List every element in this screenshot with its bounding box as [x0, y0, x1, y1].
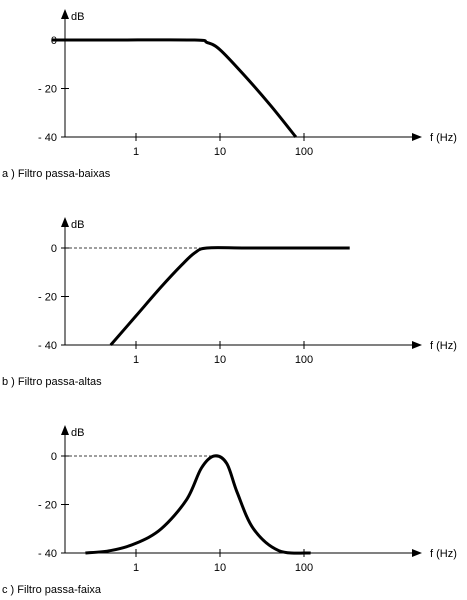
x-tick-label: 10: [214, 562, 226, 574]
y-axis-arrow: [61, 217, 69, 227]
x-tick-label: 100: [295, 562, 313, 574]
y-tick-label: - 40: [38, 340, 57, 352]
y-tick-label: 0: [51, 451, 57, 463]
chart-panel-3: dB f (Hz) 0 - 20 - 40 1 10 100 c ) Filtro passa-…: [2, 425, 457, 596]
x-axis-arrow: [412, 133, 422, 141]
y-axis-label: dB: [71, 219, 84, 231]
x-axis-label: f (Hz): [430, 340, 457, 352]
x-axis-arrow: [412, 549, 422, 557]
x-tick-label: 100: [295, 146, 313, 158]
x-tick-label: 10: [214, 146, 226, 158]
x-axis-label: f (Hz): [430, 548, 457, 560]
y-tick-label: - 40: [38, 548, 57, 560]
chart-caption: a ) Filtro passa-baixas: [2, 168, 111, 180]
x-tick-label: 1: [133, 562, 139, 574]
x-tick-label: 1: [133, 354, 139, 366]
x-axis-arrow: [412, 341, 422, 349]
chart-caption: b ) Filtro passa-altas: [2, 376, 102, 388]
y-tick-label: - 20: [38, 500, 57, 512]
series-line-1: [51, 38, 298, 138]
chart-caption: c ) Filtro passa-faixa: [2, 584, 102, 596]
y-axis-label: dB: [71, 11, 84, 23]
series-line-1: [109, 246, 350, 346]
series-line-1: [85, 454, 311, 555]
chart-panel-2: dB f (Hz) 0 - 20 - 40 1 10 100 b ) Filtro passa-…: [2, 217, 457, 388]
y-tick-label: 0: [51, 243, 57, 255]
y-tick-label: - 20: [38, 292, 57, 304]
x-tick-label: 10: [214, 354, 226, 366]
y-tick-label: - 40: [38, 132, 57, 144]
y-axis-arrow: [61, 9, 69, 19]
x-axis-label: f (Hz): [430, 132, 457, 144]
x-tick-label: 1: [133, 146, 139, 158]
x-tick-label: 100: [295, 354, 313, 366]
y-axis-label: dB: [71, 427, 84, 439]
y-tick-label: - 20: [38, 84, 57, 96]
y-axis-arrow: [61, 425, 69, 435]
